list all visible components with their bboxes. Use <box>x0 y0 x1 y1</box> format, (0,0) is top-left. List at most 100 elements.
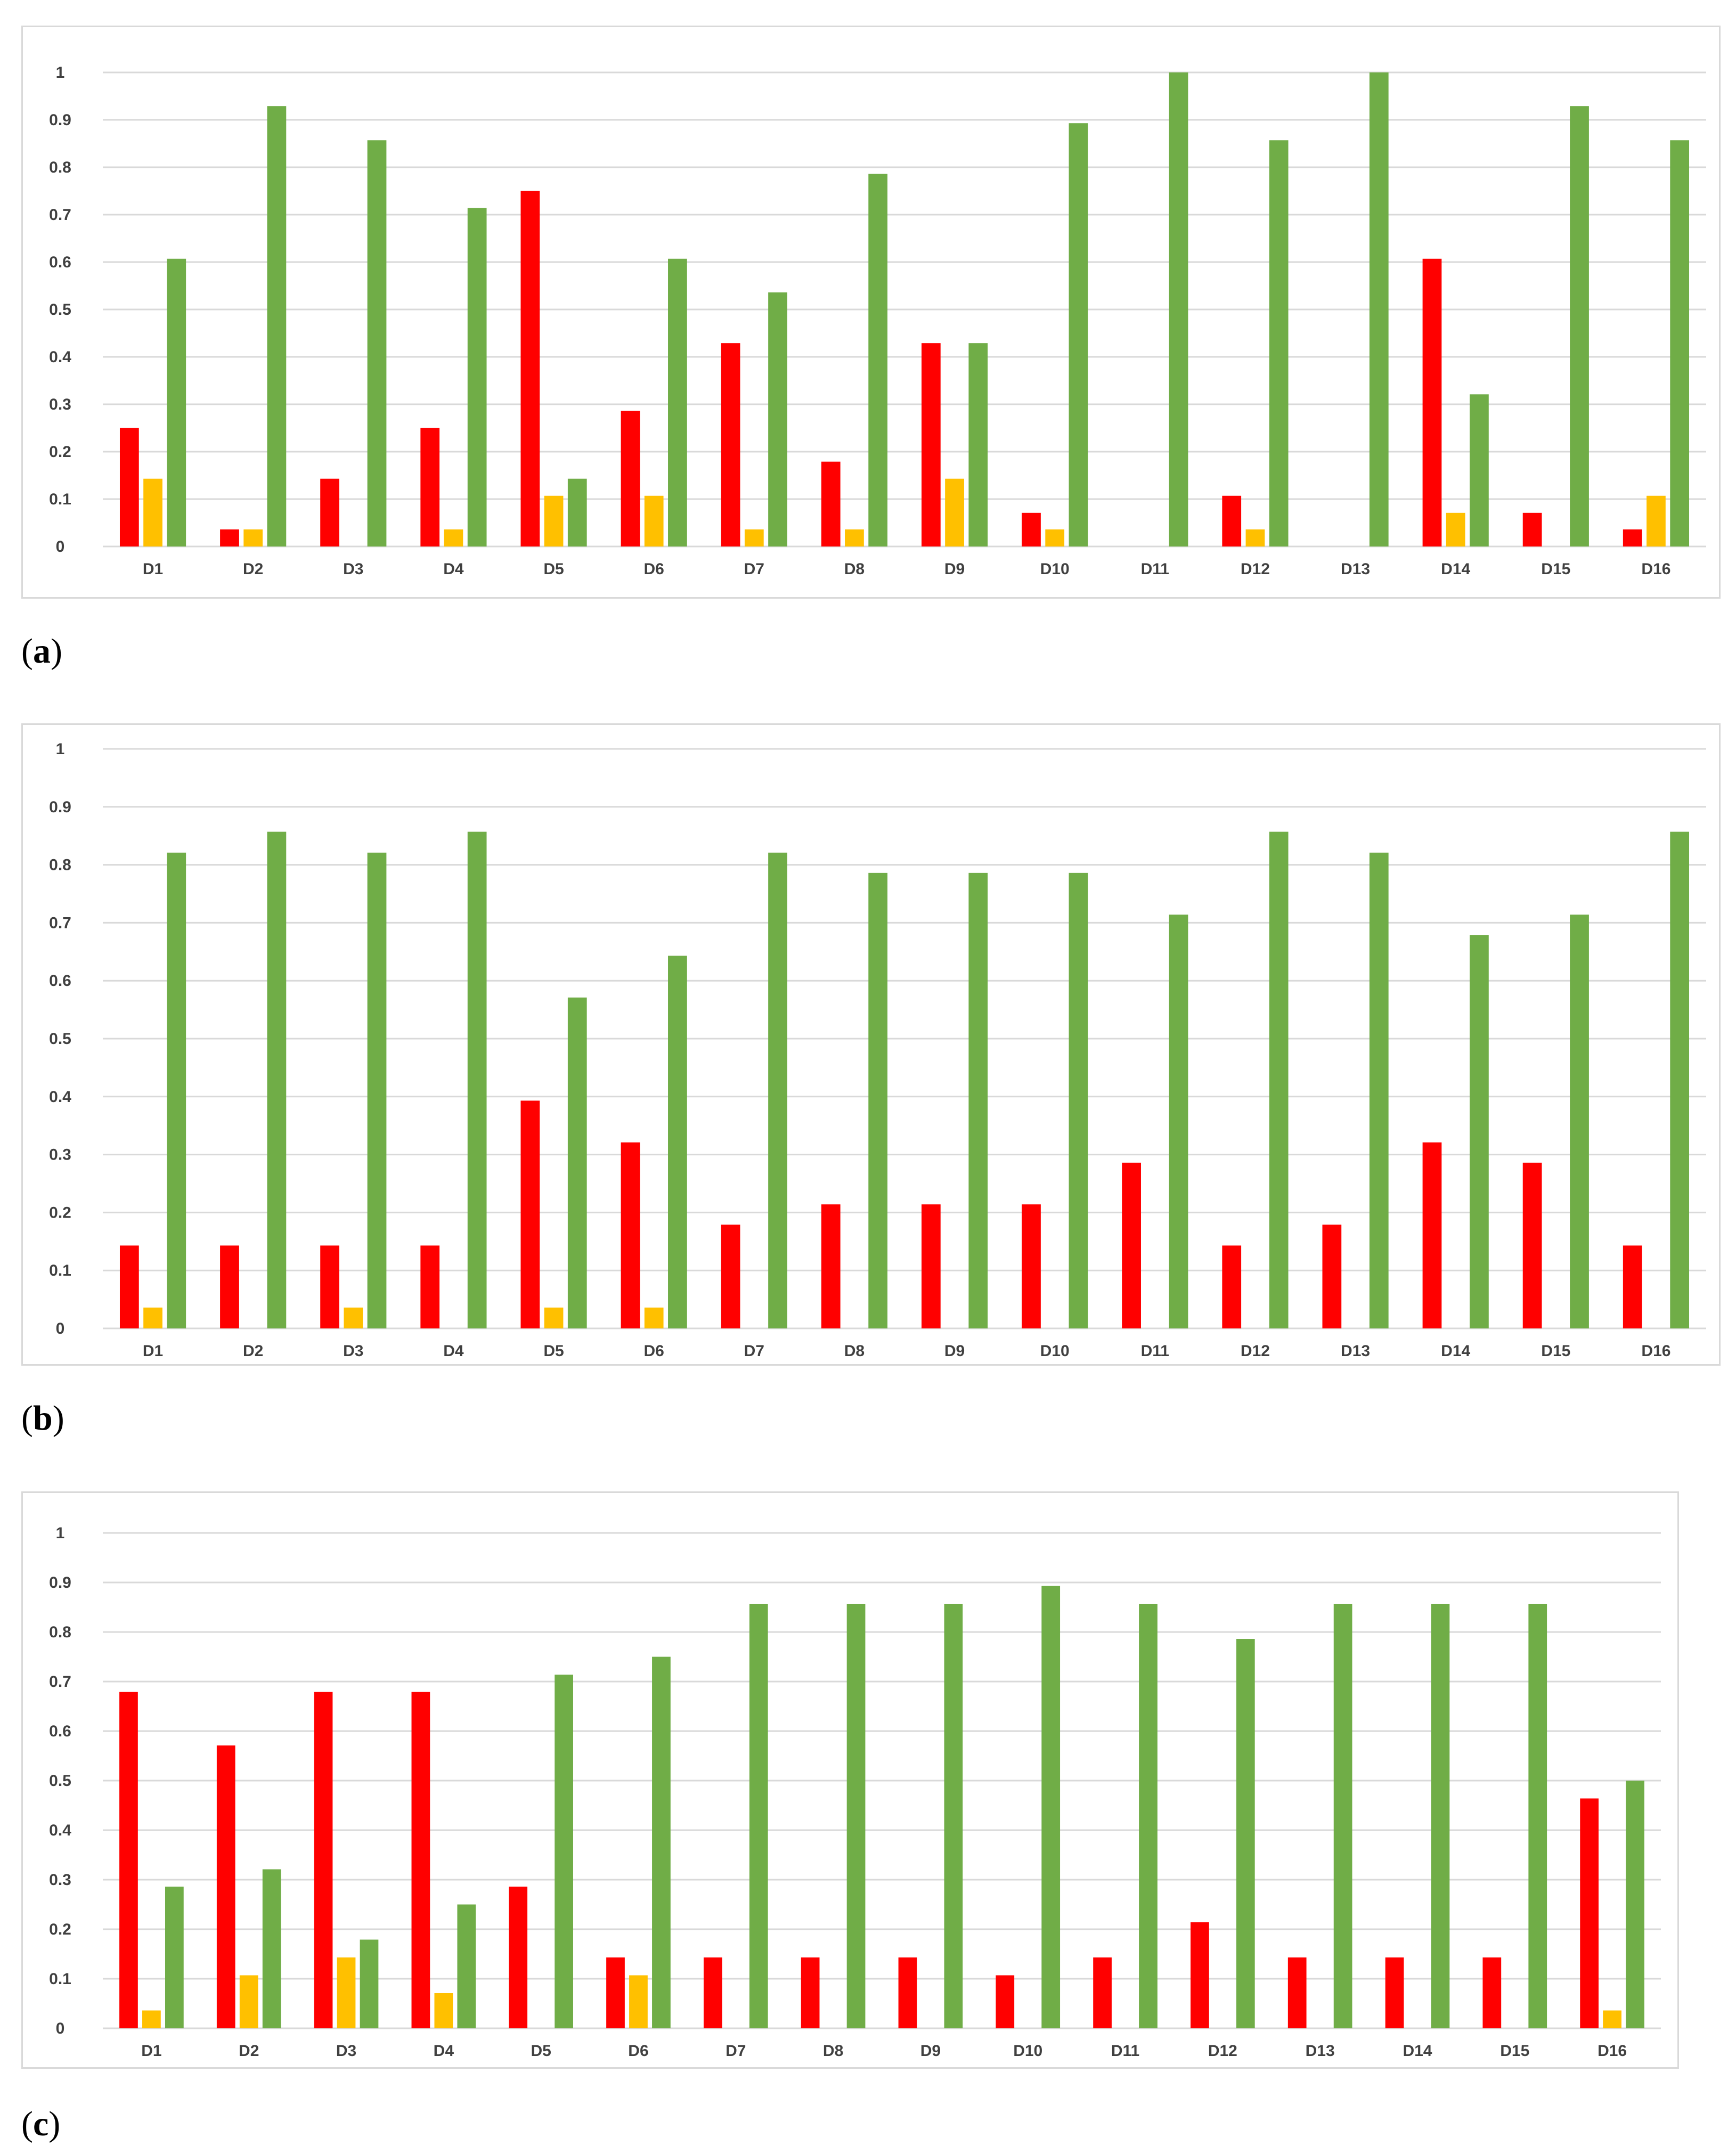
bar-green-d3 <box>367 140 387 546</box>
x-tick-label: D12 <box>1241 1342 1270 1360</box>
bar-green-d7 <box>768 292 787 546</box>
x-tick-label: D1 <box>143 1342 163 1360</box>
bar-chart-c: 0 0.1 0.2 0.3 0.4 0.5 0.6 0.7 0.8 0.9 1 D1 D2 D3 D4 D5 D… <box>49 1524 1661 2060</box>
x-tick-label: D15 <box>1541 560 1570 578</box>
bar-green-d16 <box>1670 140 1690 546</box>
x-tick-label: D9 <box>944 560 965 578</box>
x-tick-label: D10 <box>1013 2042 1042 2060</box>
x-tick-label: D7 <box>744 560 764 578</box>
bar-red-d2 <box>220 529 239 546</box>
bar-yellow-d1 <box>143 1307 162 1328</box>
y-tick-label: 0.9 <box>49 111 71 129</box>
x-tick-label: D15 <box>1541 1342 1570 1360</box>
bar-green-d12 <box>1236 1639 1255 2028</box>
y-tick-label: 0.5 <box>49 1030 71 1048</box>
panel-label-b: (b) <box>21 1399 64 1438</box>
bar-yellow-d6 <box>644 495 664 546</box>
bar-green-d8 <box>868 174 888 547</box>
bar-red-d3 <box>320 478 339 546</box>
y-tick-label: 0.3 <box>49 1871 71 1889</box>
y-tick-label: 0.7 <box>49 206 71 224</box>
x-tick-label: D14 <box>1441 560 1470 578</box>
y-tick-label: 0.4 <box>49 1822 71 1839</box>
bar-green-d5 <box>555 1674 573 2028</box>
bar-green-d11 <box>1169 915 1188 1328</box>
bar-green-d3 <box>360 1939 379 2028</box>
x-tick-label: D4 <box>443 560 464 578</box>
y-tick-label: 0 <box>56 1320 65 1337</box>
bar-red-d1 <box>119 1245 139 1328</box>
x-tick-label: D8 <box>844 1342 865 1360</box>
bar-red-d12 <box>1222 495 1242 546</box>
x-tick-label: D2 <box>243 560 263 578</box>
bar-red-d15 <box>1522 1162 1542 1328</box>
bar-green-d15 <box>1570 106 1589 546</box>
bar-yellow-d16 <box>1647 495 1666 546</box>
bar-green-d5 <box>567 997 587 1328</box>
bar-red-d13 <box>1322 1225 1342 1328</box>
bar-green-d16 <box>1626 1781 1644 2028</box>
x-tick-label: D6 <box>644 1342 664 1360</box>
y-tick-label: 0.9 <box>49 798 71 816</box>
bar-green-d10 <box>1069 123 1088 547</box>
x-tick-label: D10 <box>1040 560 1070 578</box>
bar-green-d9 <box>968 343 988 546</box>
bar-red-d10 <box>996 1975 1015 2028</box>
bar-yellow-d6 <box>629 1975 648 2028</box>
bar-green-d9 <box>944 1603 963 2028</box>
bar-green-d14 <box>1470 394 1489 546</box>
x-tick-label: D12 <box>1208 2042 1237 2060</box>
x-tick-label: D13 <box>1341 560 1370 578</box>
bar-green-d16 <box>1670 831 1690 1328</box>
bar-red-d5 <box>509 1887 528 2028</box>
bar-red-d14 <box>1385 1957 1404 2028</box>
panel-label-a: (a) <box>21 632 62 671</box>
x-tick-label: D11 <box>1141 1342 1169 1360</box>
bar-yellow-d4 <box>434 1993 453 2028</box>
bar-green-d1 <box>165 1887 184 2028</box>
x-tick-label: D8 <box>844 560 865 578</box>
bar-green-d11 <box>1139 1603 1158 2028</box>
y-tick-label: 0.3 <box>49 396 71 413</box>
y-tick-label: 1 <box>56 1524 65 1542</box>
x-tick-label: D9 <box>944 1342 965 1360</box>
bar-green-d2 <box>262 1869 281 2028</box>
bar-green-d10 <box>1069 872 1088 1328</box>
bar-green-d15 <box>1528 1603 1547 2028</box>
bar-yellow-d16 <box>1603 2010 1621 2028</box>
bar-green-d4 <box>457 1904 476 2028</box>
bar-green-d15 <box>1570 915 1589 1328</box>
bar-yellow-d4 <box>444 529 463 546</box>
bar-red-d8 <box>821 461 841 546</box>
y-tick-label: 0.8 <box>49 1623 71 1641</box>
bar-yellow-d5 <box>544 1307 564 1328</box>
y-tick-label: 0.2 <box>49 443 71 461</box>
bar-green-d13 <box>1369 72 1389 546</box>
x-tick-label: D3 <box>336 2042 356 2060</box>
panel-label-c: (c) <box>21 2104 61 2143</box>
bar-red-d13 <box>1287 1957 1307 2028</box>
bar-red-d4 <box>411 1692 430 2028</box>
bar-red-d3 <box>320 1245 339 1328</box>
bar-green-d8 <box>846 1603 866 2028</box>
bar-red-d2 <box>216 1745 235 2028</box>
bar-green-d1 <box>167 258 186 546</box>
y-tick-label: 0.1 <box>49 1262 71 1279</box>
x-tick-label: D6 <box>644 560 664 578</box>
bar-green-d3 <box>367 852 387 1328</box>
bar-red-d6 <box>621 411 640 546</box>
bar-yellow-d10 <box>1045 529 1065 546</box>
bar-yellow-d2 <box>239 1975 258 2028</box>
bar-red-d16 <box>1580 1798 1599 2028</box>
bar-green-d9 <box>968 872 988 1328</box>
y-tick-label: 0.5 <box>49 301 71 319</box>
bar-red-d12 <box>1222 1245 1242 1328</box>
bar-red-d9 <box>921 1204 941 1328</box>
y-tick-label: 0.6 <box>49 1723 71 1740</box>
bar-red-d8 <box>801 1957 820 2028</box>
x-tick-label: D9 <box>920 2042 941 2060</box>
bar-green-d13 <box>1333 1603 1352 2028</box>
chart-panel-b: 0 0.1 0.2 0.3 0.4 0.5 0.6 0.7 0.8 0.9 1 D1 D2 D3 D4 D5 D… <box>21 723 1721 1366</box>
x-tick-label: D5 <box>531 2042 551 2060</box>
x-tick-label: D7 <box>744 1342 764 1360</box>
